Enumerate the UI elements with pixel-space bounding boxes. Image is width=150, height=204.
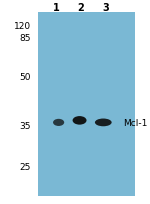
- Text: 3: 3: [103, 3, 110, 13]
- Ellipse shape: [53, 119, 64, 126]
- Text: 50: 50: [19, 73, 31, 82]
- Text: 35: 35: [19, 122, 31, 131]
- Ellipse shape: [73, 116, 87, 125]
- Text: 2: 2: [78, 3, 84, 13]
- Ellipse shape: [95, 119, 112, 126]
- Text: 1: 1: [52, 3, 59, 13]
- Text: 85: 85: [19, 34, 31, 43]
- Text: Mcl-1: Mcl-1: [123, 119, 147, 128]
- Text: 120: 120: [14, 22, 31, 31]
- FancyBboxPatch shape: [38, 12, 135, 196]
- Text: 25: 25: [19, 163, 31, 172]
